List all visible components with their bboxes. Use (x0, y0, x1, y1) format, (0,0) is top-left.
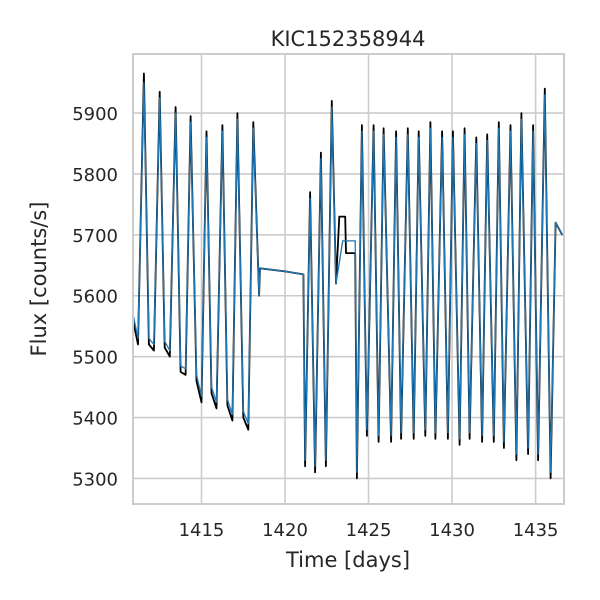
y-tick-label: 5600 (72, 287, 118, 308)
x-tick-label: 1425 (346, 520, 392, 541)
series-layer (133, 72, 564, 480)
x-tick-label: 1415 (179, 520, 225, 541)
y-tick-label: 5400 (72, 409, 118, 430)
y-axis-label: Flux [counts/s] (27, 202, 51, 357)
x-tick-label: 1435 (513, 520, 559, 541)
x-tick-labels: 1415 1420 1425 1430 1435 (179, 520, 559, 541)
chart-title: KIC152358944 (271, 27, 426, 51)
y-tick-label: 5800 (72, 165, 118, 186)
y-tick-label: 5500 (72, 348, 118, 369)
y-tick-labels: 5300 5400 5500 5600 5700 5800 5900 (72, 104, 118, 490)
x-tick-label: 1430 (429, 520, 475, 541)
x-axis-label: Time [days] (285, 548, 410, 572)
y-tick-label: 5300 (72, 469, 118, 490)
y-tick-label: 5900 (72, 104, 118, 125)
x-tick-label: 1420 (262, 520, 308, 541)
y-tick-label: 5700 (72, 226, 118, 247)
plot-frame (132, 53, 565, 505)
smoothed-flux-line (133, 81, 563, 473)
